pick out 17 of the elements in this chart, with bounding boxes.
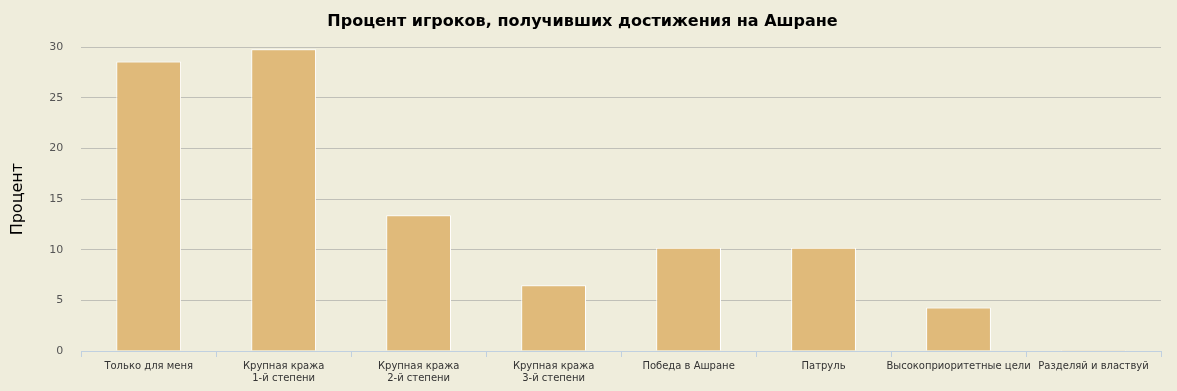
x-tick-label: Крупная кража 1-й степени [242, 359, 325, 383]
y-tick-label: 10 [49, 242, 64, 256]
x-tick-label: Высокоприоритетные цели [886, 359, 1031, 371]
y-tick-label: 20 [49, 141, 64, 155]
y-tick-label: 0 [56, 343, 64, 357]
x-tick-label: Крупная кража 2-й степени [377, 359, 460, 383]
x-tick-label: Патруль [801, 359, 846, 371]
y-axis-title: Процент [6, 162, 26, 236]
x-tick-label: Только для меня [103, 359, 193, 371]
chart-title: Процент игроков, получивших достижения на Ашране [327, 10, 838, 30]
x-tick-label: Разделяй и властвуй [1038, 359, 1149, 371]
y-tick-label: 15 [49, 191, 64, 205]
y-tick-label: 25 [49, 90, 64, 104]
x-tick-label: Победа в Ашране [642, 359, 735, 371]
x-tick-label: Крупная кража 3-й степени [512, 359, 595, 383]
y-tick-label: 5 [56, 293, 64, 307]
y-tick-label: 30 [49, 40, 64, 54]
